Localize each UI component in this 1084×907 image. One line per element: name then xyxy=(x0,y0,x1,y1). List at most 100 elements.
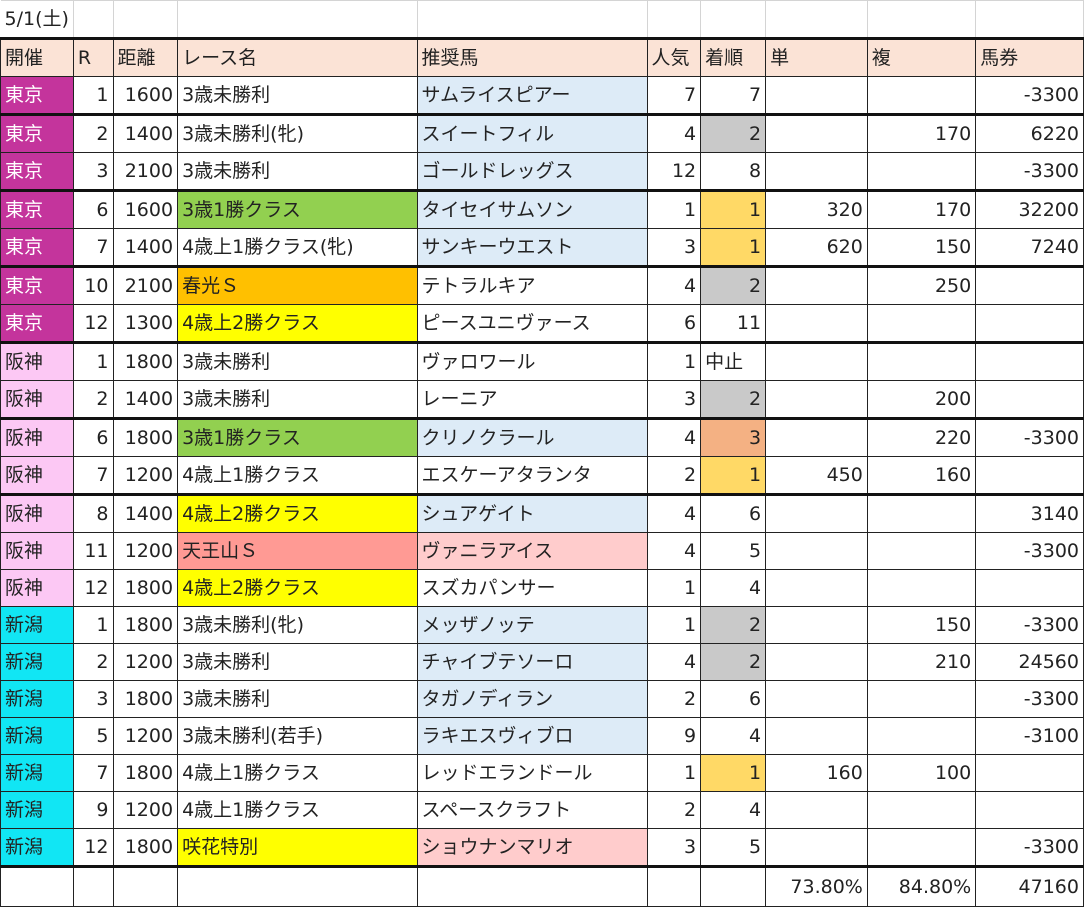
venue-cell[interactable]: 東京 xyxy=(0,266,74,305)
finish-position[interactable]: 1 xyxy=(700,456,767,496)
venue-cell[interactable]: 東京 xyxy=(0,152,74,192)
finish-position[interactable]: 1 xyxy=(700,754,767,792)
recommended-horse[interactable]: タガノディラン xyxy=(416,680,648,718)
ticket-result[interactable] xyxy=(975,380,1084,420)
race-number[interactable]: 6 xyxy=(72,190,114,229)
distance[interactable]: 2100 xyxy=(112,266,179,305)
venue-cell[interactable]: 東京 xyxy=(0,304,74,344)
recommended-horse[interactable]: スペースクラフト xyxy=(416,791,648,829)
race-number[interactable]: 5 xyxy=(72,717,114,755)
race-name[interactable]: 3歳未勝利(牝) xyxy=(177,114,418,153)
distance[interactable]: 1200 xyxy=(112,791,179,829)
race-number[interactable]: 1 xyxy=(72,76,114,116)
header-horse[interactable]: 推奨馬 xyxy=(416,37,648,77)
ticket-result[interactable] xyxy=(975,791,1084,829)
win-payout[interactable] xyxy=(765,304,868,344)
finish-position[interactable]: 6 xyxy=(700,680,767,718)
distance[interactable]: 1200 xyxy=(112,532,179,570)
cell[interactable] xyxy=(72,0,114,39)
race-name[interactable]: 3歳未勝利 xyxy=(177,680,418,718)
win-payout[interactable]: 320 xyxy=(765,190,868,229)
distance[interactable]: 1800 xyxy=(112,606,179,644)
distance[interactable]: 2100 xyxy=(112,152,179,192)
finish-position[interactable]: 4 xyxy=(700,791,767,829)
race-number[interactable]: 7 xyxy=(72,754,114,792)
distance[interactable]: 1200 xyxy=(112,717,179,755)
finish-position[interactable]: 2 xyxy=(700,643,767,681)
recommended-horse[interactable]: チャイブテソーロ xyxy=(416,643,648,681)
cell[interactable] xyxy=(177,866,418,907)
popularity[interactable]: 3 xyxy=(646,380,702,420)
finish-position[interactable]: 2 xyxy=(700,606,767,644)
venue-cell[interactable]: 新潟 xyxy=(0,754,74,792)
place-payout[interactable] xyxy=(866,304,977,344)
race-name[interactable]: 3歳1勝クラス xyxy=(177,190,418,229)
win-payout[interactable] xyxy=(765,643,868,681)
finish-position[interactable]: 4 xyxy=(700,717,767,755)
race-name[interactable]: 4歳上2勝クラス xyxy=(177,304,418,344)
popularity[interactable]: 1 xyxy=(646,569,702,607)
distance[interactable]: 1200 xyxy=(112,643,179,681)
recommended-horse[interactable]: ピースユニヴァース xyxy=(416,304,648,344)
recommended-horse[interactable]: ヴァニラアイス xyxy=(416,532,648,570)
finish-position[interactable]: 4 xyxy=(700,569,767,607)
win-payout[interactable] xyxy=(765,791,868,829)
date-cell[interactable]: 5/1(土) xyxy=(0,0,74,39)
recommended-horse[interactable]: メッザノッテ xyxy=(416,606,648,644)
venue-cell[interactable]: 東京 xyxy=(0,190,74,229)
popularity[interactable]: 6 xyxy=(646,304,702,344)
race-name[interactable]: 4歳上1勝クラス xyxy=(177,754,418,792)
place-payout[interactable] xyxy=(866,152,977,192)
place-payout[interactable]: 250 xyxy=(866,266,977,305)
ticket-result[interactable]: -3300 xyxy=(975,152,1084,192)
cell[interactable] xyxy=(416,866,648,907)
popularity[interactable]: 3 xyxy=(646,828,702,868)
win-rate[interactable]: 73.80% xyxy=(765,866,868,907)
cell[interactable] xyxy=(112,0,179,39)
race-number[interactable]: 2 xyxy=(72,643,114,681)
race-name[interactable]: 天王山Ｓ xyxy=(177,532,418,570)
ticket-result[interactable] xyxy=(975,266,1084,305)
distance[interactable]: 1400 xyxy=(112,228,179,268)
win-payout[interactable] xyxy=(765,680,868,718)
win-payout[interactable] xyxy=(765,342,868,381)
distance[interactable]: 1400 xyxy=(112,494,179,533)
place-payout[interactable]: 100 xyxy=(866,754,977,792)
header-place[interactable]: 複 xyxy=(866,37,977,77)
popularity[interactable]: 1 xyxy=(646,606,702,644)
race-number[interactable]: 3 xyxy=(72,680,114,718)
place-payout[interactable] xyxy=(866,680,977,718)
race-number[interactable]: 11 xyxy=(72,532,114,570)
venue-cell[interactable]: 阪神 xyxy=(0,532,74,570)
popularity[interactable]: 1 xyxy=(646,190,702,229)
finish-position[interactable]: 5 xyxy=(700,828,767,868)
distance[interactable]: 1800 xyxy=(112,828,179,868)
race-name[interactable]: 3歳未勝利(若手) xyxy=(177,717,418,755)
ticket-result[interactable]: 7240 xyxy=(975,228,1084,268)
distance[interactable]: 1800 xyxy=(112,418,179,457)
race-name[interactable]: 4歳上1勝クラス(牝) xyxy=(177,228,418,268)
popularity[interactable]: 12 xyxy=(646,152,702,192)
finish-position[interactable]: 2 xyxy=(700,266,767,305)
popularity[interactable]: 4 xyxy=(646,532,702,570)
place-payout[interactable] xyxy=(866,342,977,381)
recommended-horse[interactable]: ラキエスヴィブロ xyxy=(416,717,648,755)
place-payout[interactable] xyxy=(866,828,977,868)
place-payout[interactable] xyxy=(866,76,977,116)
ticket-result[interactable]: -3300 xyxy=(975,680,1084,718)
win-payout[interactable]: 160 xyxy=(765,754,868,792)
race-name[interactable]: 3歳未勝利(牝) xyxy=(177,606,418,644)
win-payout[interactable]: 450 xyxy=(765,456,868,496)
distance[interactable]: 1400 xyxy=(112,380,179,420)
popularity[interactable]: 2 xyxy=(646,791,702,829)
win-payout[interactable]: 620 xyxy=(765,228,868,268)
popularity[interactable]: 3 xyxy=(646,228,702,268)
race-name[interactable]: 3歳未勝利 xyxy=(177,380,418,420)
distance[interactable]: 1200 xyxy=(112,456,179,496)
venue-cell[interactable]: 阪神 xyxy=(0,494,74,533)
recommended-horse[interactable]: スズカパンサー xyxy=(416,569,648,607)
ticket-total[interactable]: 47160 xyxy=(975,866,1084,907)
recommended-horse[interactable]: ヴァロワール xyxy=(416,342,648,381)
ticket-result[interactable]: -3100 xyxy=(975,717,1084,755)
win-payout[interactable] xyxy=(765,828,868,868)
